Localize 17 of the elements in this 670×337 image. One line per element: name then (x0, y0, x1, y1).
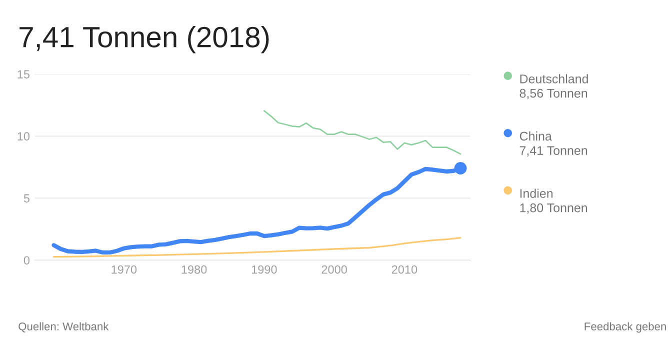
legend-label: China 7,41 Tonnen (520, 131, 588, 156)
x-tick-label: 1990 (252, 265, 277, 274)
legend-label: Deutschland 8,56 Tonnen (520, 74, 588, 100)
chart-title: 7,41 Tonnen (2018) (20, 26, 269, 54)
legend-label: Indien 1,80 Tonnen (520, 188, 588, 214)
line-series (52, 237, 462, 258)
y-tick-label: 10 (18, 132, 30, 141)
x-tick-label: 1970 (112, 265, 137, 274)
y-tick-label: 5 (24, 194, 30, 203)
text: Feedback geben (584, 322, 666, 333)
x-tick-label: 2000 (322, 265, 347, 274)
source-note: Quellen: Weltbank (18, 322, 109, 332)
y-tick-label: 15 (18, 70, 30, 79)
x-tick-label: 1980 (182, 265, 207, 274)
line-series (263, 110, 462, 155)
x-tick-label: 2010 (392, 265, 418, 274)
y-tick-label: 0 (24, 256, 30, 265)
